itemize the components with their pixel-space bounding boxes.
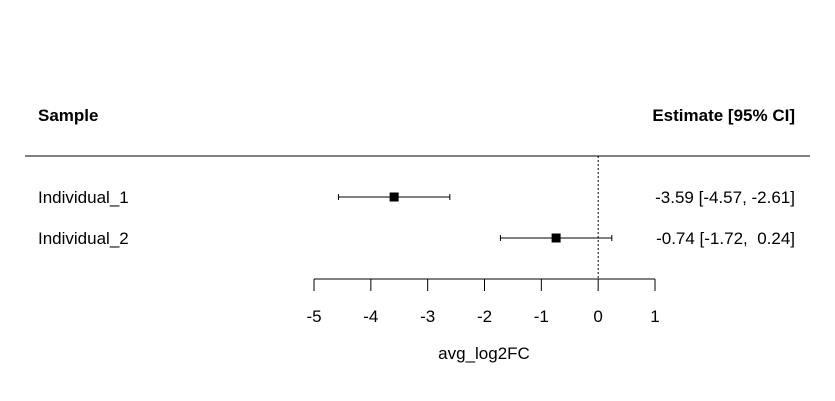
header-estimate: Estimate [95% CI] — [652, 106, 795, 125]
forest-row: Individual_2 -0.74 [-1.72, 0.24] — [38, 229, 795, 248]
x-tick-label: -2 — [477, 307, 492, 326]
x-tick-label: -5 — [306, 307, 321, 326]
x-tick-label: -1 — [534, 307, 549, 326]
forest-row: Individual_1 -3.59 [-4.57, -2.61] — [38, 188, 795, 207]
x-axis: -5 -4 -3 -2 -1 0 1 — [306, 278, 660, 326]
point-estimate — [389, 192, 399, 202]
point-estimate — [551, 233, 561, 243]
x-axis-title: avg_log2FC — [438, 344, 530, 363]
estimate-text: -0.74 [-1.72, 0.24] — [656, 229, 795, 248]
x-tick-label: 1 — [650, 307, 659, 326]
row-label: Individual_1 — [38, 188, 129, 207]
row-label: Individual_2 — [38, 229, 129, 248]
estimate-text: -3.59 [-4.57, -2.61] — [655, 188, 795, 207]
x-tick-label: -4 — [363, 307, 378, 326]
rows-layer: Individual_1 -3.59 [-4.57, -2.61]Individu… — [38, 156, 795, 278]
header-sample: Sample — [38, 106, 98, 125]
x-tick-label: 0 — [593, 307, 602, 326]
x-tick-label: -3 — [420, 307, 435, 326]
